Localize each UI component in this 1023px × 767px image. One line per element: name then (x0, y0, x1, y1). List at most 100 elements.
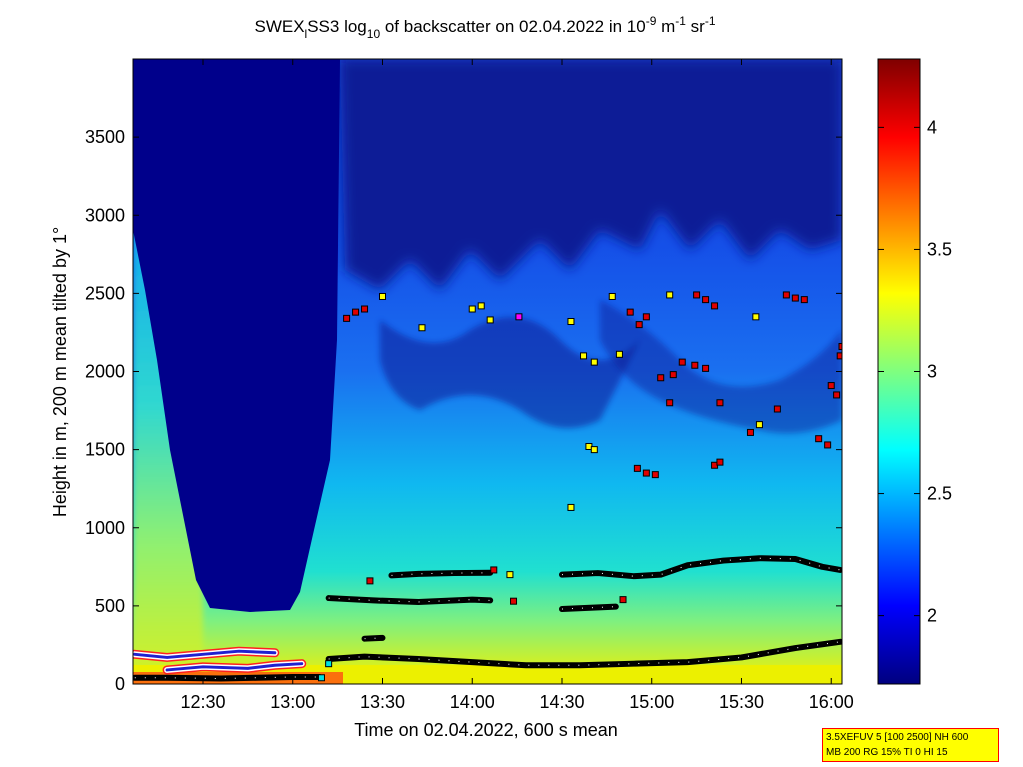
y-tick-label: 500 (95, 596, 125, 616)
cloud-base-layer-highlight (391, 572, 491, 576)
heatmap-dark-funnel (133, 59, 340, 612)
cloud-marker (366, 577, 374, 585)
cloud-marker (833, 391, 841, 399)
cloud-marker (836, 352, 842, 360)
cloud-marker (711, 302, 719, 310)
cloud-marker (666, 291, 674, 299)
cloud-marker (325, 660, 333, 668)
cloud-marker (590, 358, 598, 366)
x-tick-label: 12:30 (180, 692, 225, 712)
cloud-marker (490, 566, 498, 574)
cloud-base-layer (558, 555, 842, 580)
x-tick-label: 15:30 (719, 692, 764, 712)
colorbar-tick-label: 2 (927, 606, 937, 626)
cloud-marker (343, 314, 351, 322)
x-tick-label: 13:30 (360, 692, 405, 712)
cloud-marker (567, 503, 575, 511)
cloud-marker (716, 458, 724, 466)
markers (317, 291, 842, 682)
cloud-marker (755, 421, 763, 429)
cloud-marker (800, 296, 808, 304)
cloud-marker (791, 294, 799, 302)
cloud-marker (615, 350, 623, 358)
x-axis: 12:30 13:00 13:30 14:00 14:30 15:00 15:30 16:00 (180, 59, 854, 712)
y-tick-label: 1500 (85, 440, 125, 460)
cloud-marker (642, 469, 650, 477)
cloud-marker (468, 305, 476, 313)
cloud-marker (651, 471, 659, 479)
cloud-base-layer (133, 673, 323, 682)
cloud-base-layer (361, 634, 386, 642)
x-tick-label: 15:00 (629, 692, 674, 712)
cloud-marker (378, 293, 386, 300)
y-tick-label: 2500 (85, 283, 125, 303)
cloud-marker (633, 464, 641, 472)
colorbar-tick-label: 4 (927, 117, 937, 137)
y-tick-label: 2000 (85, 362, 125, 382)
cloud-base-layer (388, 569, 494, 579)
x-tick-label: 14:00 (450, 692, 495, 712)
cloud-marker (669, 371, 677, 379)
cloud-marker (702, 364, 710, 372)
cloud-layers (133, 555, 842, 682)
aerosol-layer (165, 662, 304, 672)
heatmap-upper-dark-region (340, 59, 842, 290)
cloud-marker (418, 324, 426, 332)
cloud-marker (619, 596, 627, 604)
cloud-base-layer (558, 603, 619, 612)
cloud-marker (693, 291, 701, 299)
cloud-marker (626, 308, 634, 316)
cloud-marker (746, 428, 754, 436)
cloud-marker (815, 435, 823, 443)
colorbar (877, 58, 921, 685)
plot-area (133, 59, 842, 684)
cloud-marker (838, 343, 842, 350)
settings-line-1: 3.5XEFUV 5 [100 2500] NH 600 (826, 732, 969, 743)
cloud-marker (352, 308, 360, 316)
x-axis-label: Time on 02.04.2022, 600 s mean (354, 720, 618, 740)
cloud-marker (567, 318, 575, 325)
cloud-marker (752, 313, 760, 321)
cloud-marker (782, 291, 790, 299)
y-tick-label: 0 (115, 674, 125, 694)
cloud-marker (666, 399, 674, 407)
heatmap-dark-patch (600, 300, 842, 434)
cloud-marker (486, 316, 494, 324)
settings-line-2: MB 200 RG 15% TI 0 HI 15 (826, 747, 948, 758)
cloud-base-layer (325, 595, 494, 605)
x-tick-label: 16:00 (809, 692, 854, 712)
settings-box: 3.5XEFUV 5 [100 2500] NH 600 MB 200 RG 1… (822, 728, 999, 762)
cloud-marker (515, 313, 523, 321)
colorbar-tick-label: 2.5 (927, 484, 952, 504)
y-tick-label: 3000 (85, 205, 125, 225)
cloud-marker (317, 674, 325, 682)
cloud-marker (510, 597, 518, 605)
x-tick-label: 14:30 (539, 692, 584, 712)
colorbar-tick-label: 3.5 (927, 239, 952, 259)
y-axis: 0 500 1000 1500 2000 2500 3000 3500 (85, 127, 842, 694)
cloud-marker (824, 441, 832, 449)
cloud-base-layer (325, 638, 842, 669)
cloud-marker (580, 352, 588, 360)
cloud-marker (678, 358, 686, 366)
y-tick-label: 3500 (85, 127, 125, 147)
cloud-marker (506, 571, 514, 579)
cloud-marker (361, 305, 369, 313)
aerosol-layer (133, 649, 277, 659)
cloud-marker (642, 313, 650, 321)
cloud-marker (716, 399, 724, 407)
colorbar-tick-label: 3 (927, 362, 937, 382)
x-tick-label: 13:00 (270, 692, 315, 712)
cloud-marker (827, 382, 835, 390)
cloud-marker (657, 374, 665, 382)
y-tick-label: 1000 (85, 518, 125, 538)
y-axis-label: Height in m, 200 m mean tilted by 1° (50, 227, 70, 517)
colorbar-ticks: 2 2.5 3 3.5 4 (878, 117, 952, 626)
cloud-marker (691, 361, 699, 369)
cloud-marker (477, 302, 485, 310)
cloud-marker (773, 405, 781, 413)
cloud-marker (635, 321, 643, 329)
cloud-marker (590, 446, 598, 454)
chart-title: SWEXlSS3 log10 of backscatter on 02.04.2… (254, 14, 715, 41)
